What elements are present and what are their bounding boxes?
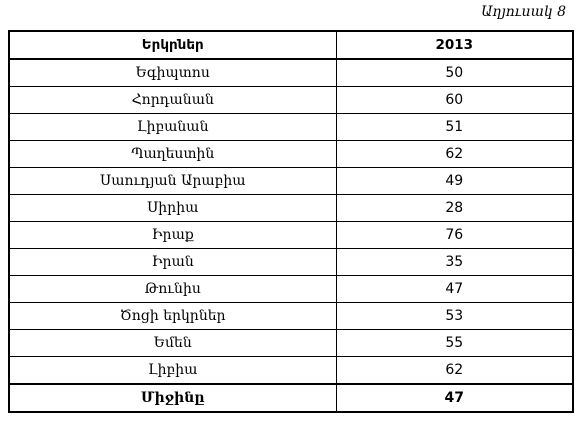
table-row: Պաղեստին 62 xyxy=(8,140,574,168)
table-row: Իրաք 76 xyxy=(8,221,574,249)
country-cell: Լիբիա xyxy=(8,356,337,385)
value-cell: 51 xyxy=(335,113,574,141)
country-cell: Սաուդյան Արաբիա xyxy=(8,167,337,195)
table-row: Հորդանան 60 xyxy=(8,86,574,114)
value-cell: 28 xyxy=(335,194,574,222)
header-countries: Երկրներ xyxy=(8,30,337,60)
table-row: Եգիպտոս 50 xyxy=(8,58,574,87)
table-caption: Աղյուսակ 8 xyxy=(481,4,566,20)
value-cell: 60 xyxy=(335,86,574,114)
value-cell: 76 xyxy=(335,221,574,249)
country-cell: Ծոցի երկրներ xyxy=(8,302,337,330)
value-cell: 62 xyxy=(335,140,574,168)
country-cell: Եմեն xyxy=(8,329,337,357)
country-cell: Պաղեստին xyxy=(8,140,337,168)
table-total-row: Միջինը 47 xyxy=(8,383,574,413)
table-row: Ծոցի երկրներ 53 xyxy=(8,302,574,330)
table-row: Լիբիա 62 xyxy=(8,356,574,385)
table-header-row: Երկրներ 2013 xyxy=(8,30,574,60)
value-cell: 55 xyxy=(335,329,574,357)
value-cell: 62 xyxy=(335,356,574,385)
value-cell: 49 xyxy=(335,167,574,195)
country-cell: Թունիս xyxy=(8,275,337,303)
table-row: Եմեն 55 xyxy=(8,329,574,357)
table-row: Սաուդյան Արաբիա 49 xyxy=(8,167,574,195)
total-value-cell: 47 xyxy=(335,383,574,413)
country-cell: Եգիպտոս xyxy=(8,58,337,87)
country-cell: Հորդանան xyxy=(8,86,337,114)
country-cell: Սիրիա xyxy=(8,194,337,222)
value-cell: 47 xyxy=(335,275,574,303)
value-cell: 50 xyxy=(335,58,574,87)
value-cell: 53 xyxy=(335,302,574,330)
header-year: 2013 xyxy=(335,30,574,60)
table-row: Իրան 35 xyxy=(8,248,574,276)
countries-table: Երկրներ 2013 Եգիպտոս 50 Հորդանան 60 Լիբա… xyxy=(8,30,574,413)
country-cell: Իրան xyxy=(8,248,337,276)
total-label-cell: Միջինը xyxy=(8,383,337,413)
table-row: Թունիս 47 xyxy=(8,275,574,303)
table-row: Լիբանան 51 xyxy=(8,113,574,141)
value-cell: 35 xyxy=(335,248,574,276)
table-row: Սիրիա 28 xyxy=(8,194,574,222)
country-cell: Իրաք xyxy=(8,221,337,249)
country-cell: Լիբանան xyxy=(8,113,337,141)
